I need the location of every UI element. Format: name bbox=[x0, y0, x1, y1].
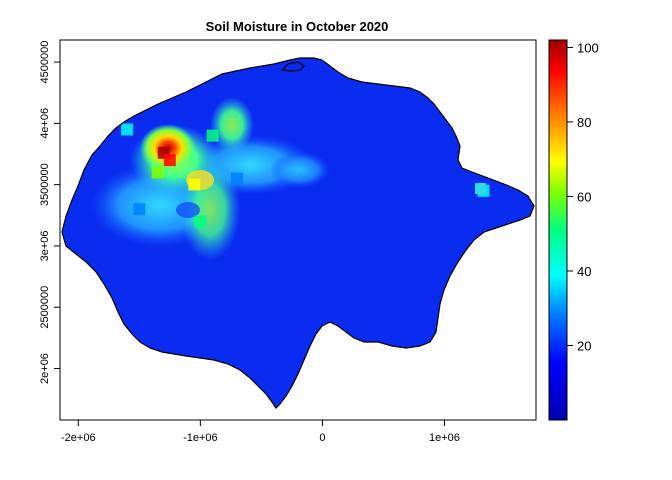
island-cell bbox=[475, 183, 486, 194]
moisture-zone-east bbox=[270, 152, 330, 188]
y-tick-label-4: 4e+06 bbox=[39, 108, 51, 139]
coastline bbox=[61, 57, 535, 409]
y-tick-label-3: 3500000 bbox=[39, 163, 51, 206]
x-tick-label-0: -2e+06 bbox=[61, 432, 96, 444]
legend-tick-label-2: 60 bbox=[577, 189, 591, 204]
legend-frame bbox=[548, 39, 568, 421]
y-tick-label-5: 4500000 bbox=[39, 41, 51, 84]
x-tick-label-2: 0 bbox=[319, 432, 325, 444]
y-tick-label-0: 2e+06 bbox=[39, 353, 51, 384]
legend-tick-label-3: 80 bbox=[577, 115, 591, 130]
moisture-zone-dry bbox=[176, 202, 200, 218]
legend-colorbar bbox=[549, 40, 567, 420]
moisture-zone-north bbox=[210, 97, 254, 153]
x-tick-label-1: -1e+06 bbox=[183, 432, 218, 444]
highlight-cell-2 bbox=[188, 178, 201, 191]
highlight-cell-3 bbox=[151, 166, 164, 179]
map-raster bbox=[61, 57, 535, 409]
highlight-cell-6 bbox=[133, 203, 146, 216]
moisture-overlay bbox=[90, 97, 490, 260]
highlight-cell-5 bbox=[194, 215, 207, 228]
highlight-cell-7 bbox=[231, 172, 243, 185]
legend-tick-label-1: 40 bbox=[577, 264, 591, 279]
highlight-cell-9 bbox=[121, 123, 134, 136]
legend-ticks: 20 40 60 80 100 bbox=[567, 40, 599, 353]
y-tick-label-1: 2500000 bbox=[39, 286, 51, 329]
y-tick-label-2: 3e+06 bbox=[39, 230, 51, 261]
legend-tick-label-4: 100 bbox=[577, 40, 599, 55]
highlight-cell-1 bbox=[163, 154, 176, 167]
highlight-cell-4 bbox=[206, 129, 219, 142]
plot-frame bbox=[59, 39, 537, 421]
x-axis: -2e+06 -1e+06 0 1e+06 bbox=[61, 420, 460, 444]
map-title: Soil Moisture in October 2020 bbox=[206, 19, 389, 34]
legend-tick-label-0: 20 bbox=[577, 338, 591, 353]
legend: 20 40 60 80 100 bbox=[548, 39, 599, 421]
x-tick-label-3: 1e+06 bbox=[429, 432, 460, 444]
y-axis: 2e+06 2500000 3e+06 3500000 4e+06 4500000 bbox=[39, 41, 60, 384]
